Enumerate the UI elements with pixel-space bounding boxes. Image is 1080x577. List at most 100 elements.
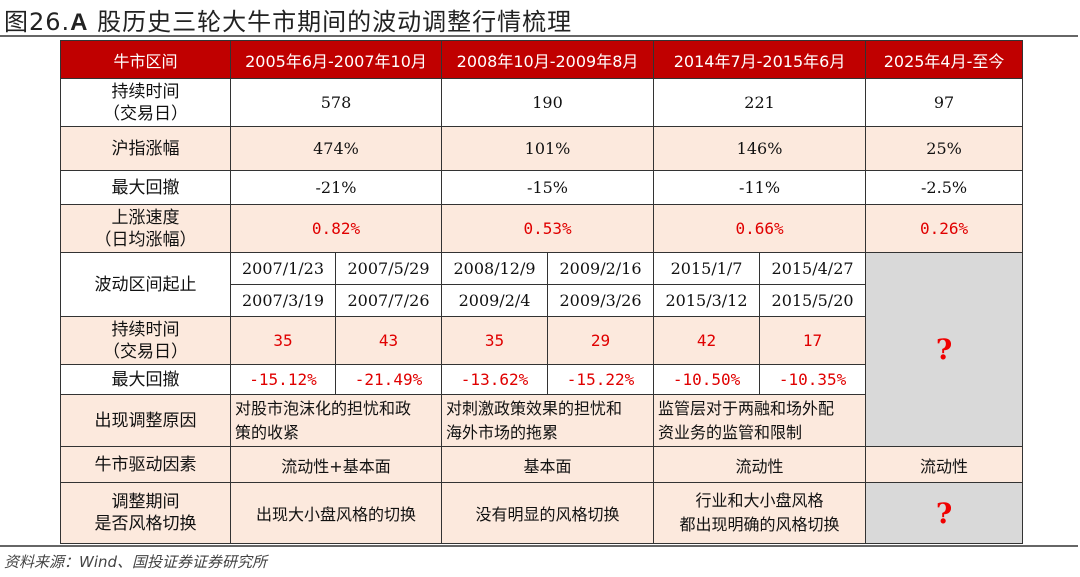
cell: 578 [229,78,443,127]
header-cell: 牛市区间 [60,40,231,79]
cell: 2007/3/19 [230,284,336,317]
bottom-rule [0,545,1078,547]
label-line: 是否风格切换 [94,514,197,534]
cell: 42 [653,316,761,365]
cell: 没有明显的风格切换 [441,482,655,544]
table-row: 出现调整原因 对股市泡沫化的担忧和政 策的收紧 对刺激政策效果的担忧和 海外市场的拖… [60,394,1023,447]
cell: 0.26% [865,204,1024,253]
table-row: 波动区间起止 2007/1/23 2007/5/29 2008/12/9 200… [60,252,1024,447]
label-line: 持续时间 [111,81,180,102]
unknown-cell: ? [865,252,1024,447]
cell: 25% [865,126,1024,171]
row-label: 调整期间 是否风格切换 [60,482,231,544]
row-label: 波动区间起止 [60,252,231,317]
row-label: 持续时间 （交易日） [60,78,231,127]
row-label: 最大回撤 [60,364,231,395]
row-label: 出现调整原因 [60,394,231,447]
cell: 行业和大小盘风格 都出现明确的风格切换 [653,482,867,544]
table-row: 持续时间 （交易日） 578 190 221 97 [60,78,1024,127]
cell: 出现大小盘风格的切换 [229,482,443,544]
table-row: 持续时间 （交易日） 35 43 35 29 42 17 [60,316,1023,365]
title-rule [0,35,1078,37]
cell: -10.35% [759,364,867,395]
cell: 221 [653,78,867,127]
line: 对股市泡沫化的担忧和政 [235,398,412,418]
line: 行业和大小盘风格 [695,491,824,510]
question-mark: ? [935,333,953,366]
cell: 0.66% [653,204,867,253]
line: 都出现明确的风格切换 [679,515,840,534]
line: 资业务的监管和限制 [658,422,803,442]
table-row: 最大回撤 -15.12% -21.49% -13.62% -15.22% -10… [60,364,1023,395]
label-line: （交易日） [103,341,188,362]
row-label: 持续时间 （交易日） [60,316,231,365]
cell: 2015/4/27 [759,252,867,285]
cell: 2015/5/20 [759,284,867,317]
cell: 2007/5/29 [334,252,443,285]
cell: 97 [865,78,1024,127]
row-label: 沪指涨幅 [60,126,231,171]
cell: -15.22% [547,364,655,395]
cell: -11% [653,170,867,205]
cell: 17 [759,316,867,365]
cell: 监管层对于两融和场外配 资业务的监管和限制 [653,394,867,447]
cell: 流动性+基本面 [229,446,443,483]
cell: 474% [229,126,443,171]
table-row: 牛市驱动因素 流动性+基本面 基本面 流动性 流动性 [60,446,1024,483]
header-row: 牛市区间 2005年6月-2007年10月 2008年10月-2009年8月 2… [60,40,1024,79]
table-row: 2007/3/19 2007/7/26 2009/2/4 2009/3/26 2… [61,284,1023,317]
cell: 29 [547,316,655,365]
bull-market-table: 牛市区间 2005年6月-2007年10月 2008年10月-2009年8月 2… [60,40,1024,544]
table-row: 最大回撤 -21% -15% -11% -2.5% [60,170,1024,205]
cell: 2008/12/9 [441,252,549,285]
cell: 2009/2/16 [547,252,655,285]
label-line: 上涨速度 [111,207,180,228]
line: 海外市场的拖累 [446,422,559,442]
cell: 2007/1/23 [230,252,336,285]
row-label: 最大回撤 [60,170,231,205]
cell: -21.49% [334,364,443,395]
row-label: 牛市驱动因素 [60,446,231,483]
header-cell: 2008年10月-2009年8月 [441,40,655,79]
table-row: 调整期间 是否风格切换 出现大小盘风格的切换 没有明显的风格切换 行业和大小盘风格… [60,482,1024,544]
cell: 流动性 [653,446,867,483]
table-row: 上涨速度 （日均涨幅） 0.82% 0.53% 0.66% 0.26% [60,204,1024,253]
cell: 146% [653,126,867,171]
cell: -21% [229,170,443,205]
header-cell: 2005年6月-2007年10月 [229,40,443,79]
cell: 对刺激政策效果的担忧和 海外市场的拖累 [441,394,655,447]
row-label: 上涨速度 （日均涨幅） [60,204,231,253]
label-line: （交易日） [103,103,188,124]
header-cell: 2014年7月-2015年6月 [653,40,867,79]
cell: 43 [334,316,443,365]
cell: 0.82% [229,204,443,253]
question-mark: ? [935,496,953,530]
label-line: （日均涨幅） [94,229,197,250]
cell: 基本面 [441,446,655,483]
title-bold: A [70,9,89,36]
line: 对刺激政策效果的担忧和 [446,398,623,418]
cell: -15.12% [230,364,336,395]
label-line: 调整期间 [111,492,180,512]
header-cell: 2025年4月-至今 [865,40,1024,79]
cell: 2009/2/4 [441,284,549,317]
title-text: 股历史三轮大牛市期间的波动调整行情梳理 [88,8,573,36]
cell: 190 [441,78,655,127]
title-prefix: 图26. [4,8,71,36]
cell: 流动性 [865,446,1024,483]
unknown-cell: ? [865,482,1024,544]
cell: -15% [441,170,655,205]
line: 监管层对于两融和场外配 [658,398,835,418]
cell: 2009/3/26 [547,284,655,317]
line: 策的收紧 [235,422,300,442]
cell: 0.53% [441,204,655,253]
cell: 2015/3/12 [653,284,761,317]
cell: 101% [441,126,655,171]
cell: 35 [441,316,549,365]
figure-title: 图26.A 股历史三轮大牛市期间的波动调整行情梳理 [4,2,572,37]
cell: 2015/1/7 [653,252,761,285]
table-row: 沪指涨幅 474% 101% 146% 25% [60,126,1024,171]
source-note: 资料来源：Wind、国投证券证券研究所 [4,553,268,571]
cell: -10.50% [653,364,761,395]
label-line: 持续时间 [111,319,180,340]
